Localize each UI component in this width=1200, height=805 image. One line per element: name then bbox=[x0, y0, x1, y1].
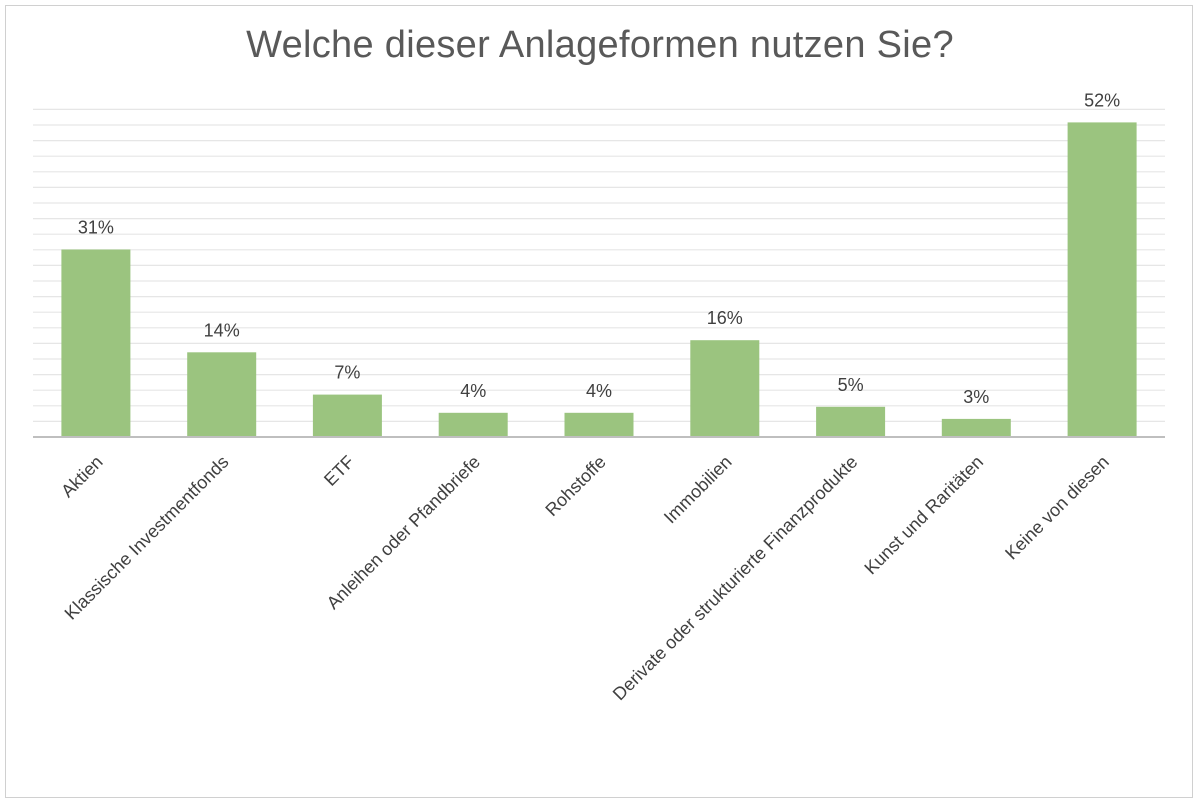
bar bbox=[564, 412, 634, 437]
category-label: Derivate oder strukturierte Finanzproduk… bbox=[609, 452, 862, 705]
data-label: 31% bbox=[78, 218, 114, 238]
bars bbox=[61, 122, 1137, 438]
gridlines bbox=[33, 108, 1165, 422]
bar bbox=[1067, 122, 1137, 438]
bar bbox=[816, 406, 886, 438]
bar bbox=[690, 340, 760, 437]
data-label: 4% bbox=[460, 381, 486, 401]
category-label: Immobilien bbox=[660, 452, 736, 528]
data-label: 5% bbox=[838, 375, 864, 395]
bar bbox=[61, 249, 131, 437]
bar bbox=[438, 412, 508, 437]
category-label: ETF bbox=[320, 452, 358, 490]
category-label: Rohstoffe bbox=[541, 452, 609, 520]
data-label: 14% bbox=[204, 320, 240, 340]
chart-title: Welche dieser Anlageformen nutzen Sie? bbox=[246, 24, 954, 66]
data-label: 3% bbox=[963, 387, 989, 407]
category-label: Kunst und Raritäten bbox=[860, 452, 987, 579]
category-label: Aktien bbox=[57, 452, 107, 502]
value-labels: 31% 14% 7% 4% 4% 16% 5% 3% 52% bbox=[78, 90, 1120, 407]
bar bbox=[941, 418, 1011, 437]
data-label: 16% bbox=[707, 308, 743, 328]
data-label: 4% bbox=[586, 381, 612, 401]
data-label: 7% bbox=[334, 363, 360, 383]
bar bbox=[187, 352, 257, 437]
bar bbox=[312, 394, 382, 437]
category-label: Keine von diesen bbox=[1001, 452, 1113, 564]
data-label: 52% bbox=[1084, 90, 1120, 110]
